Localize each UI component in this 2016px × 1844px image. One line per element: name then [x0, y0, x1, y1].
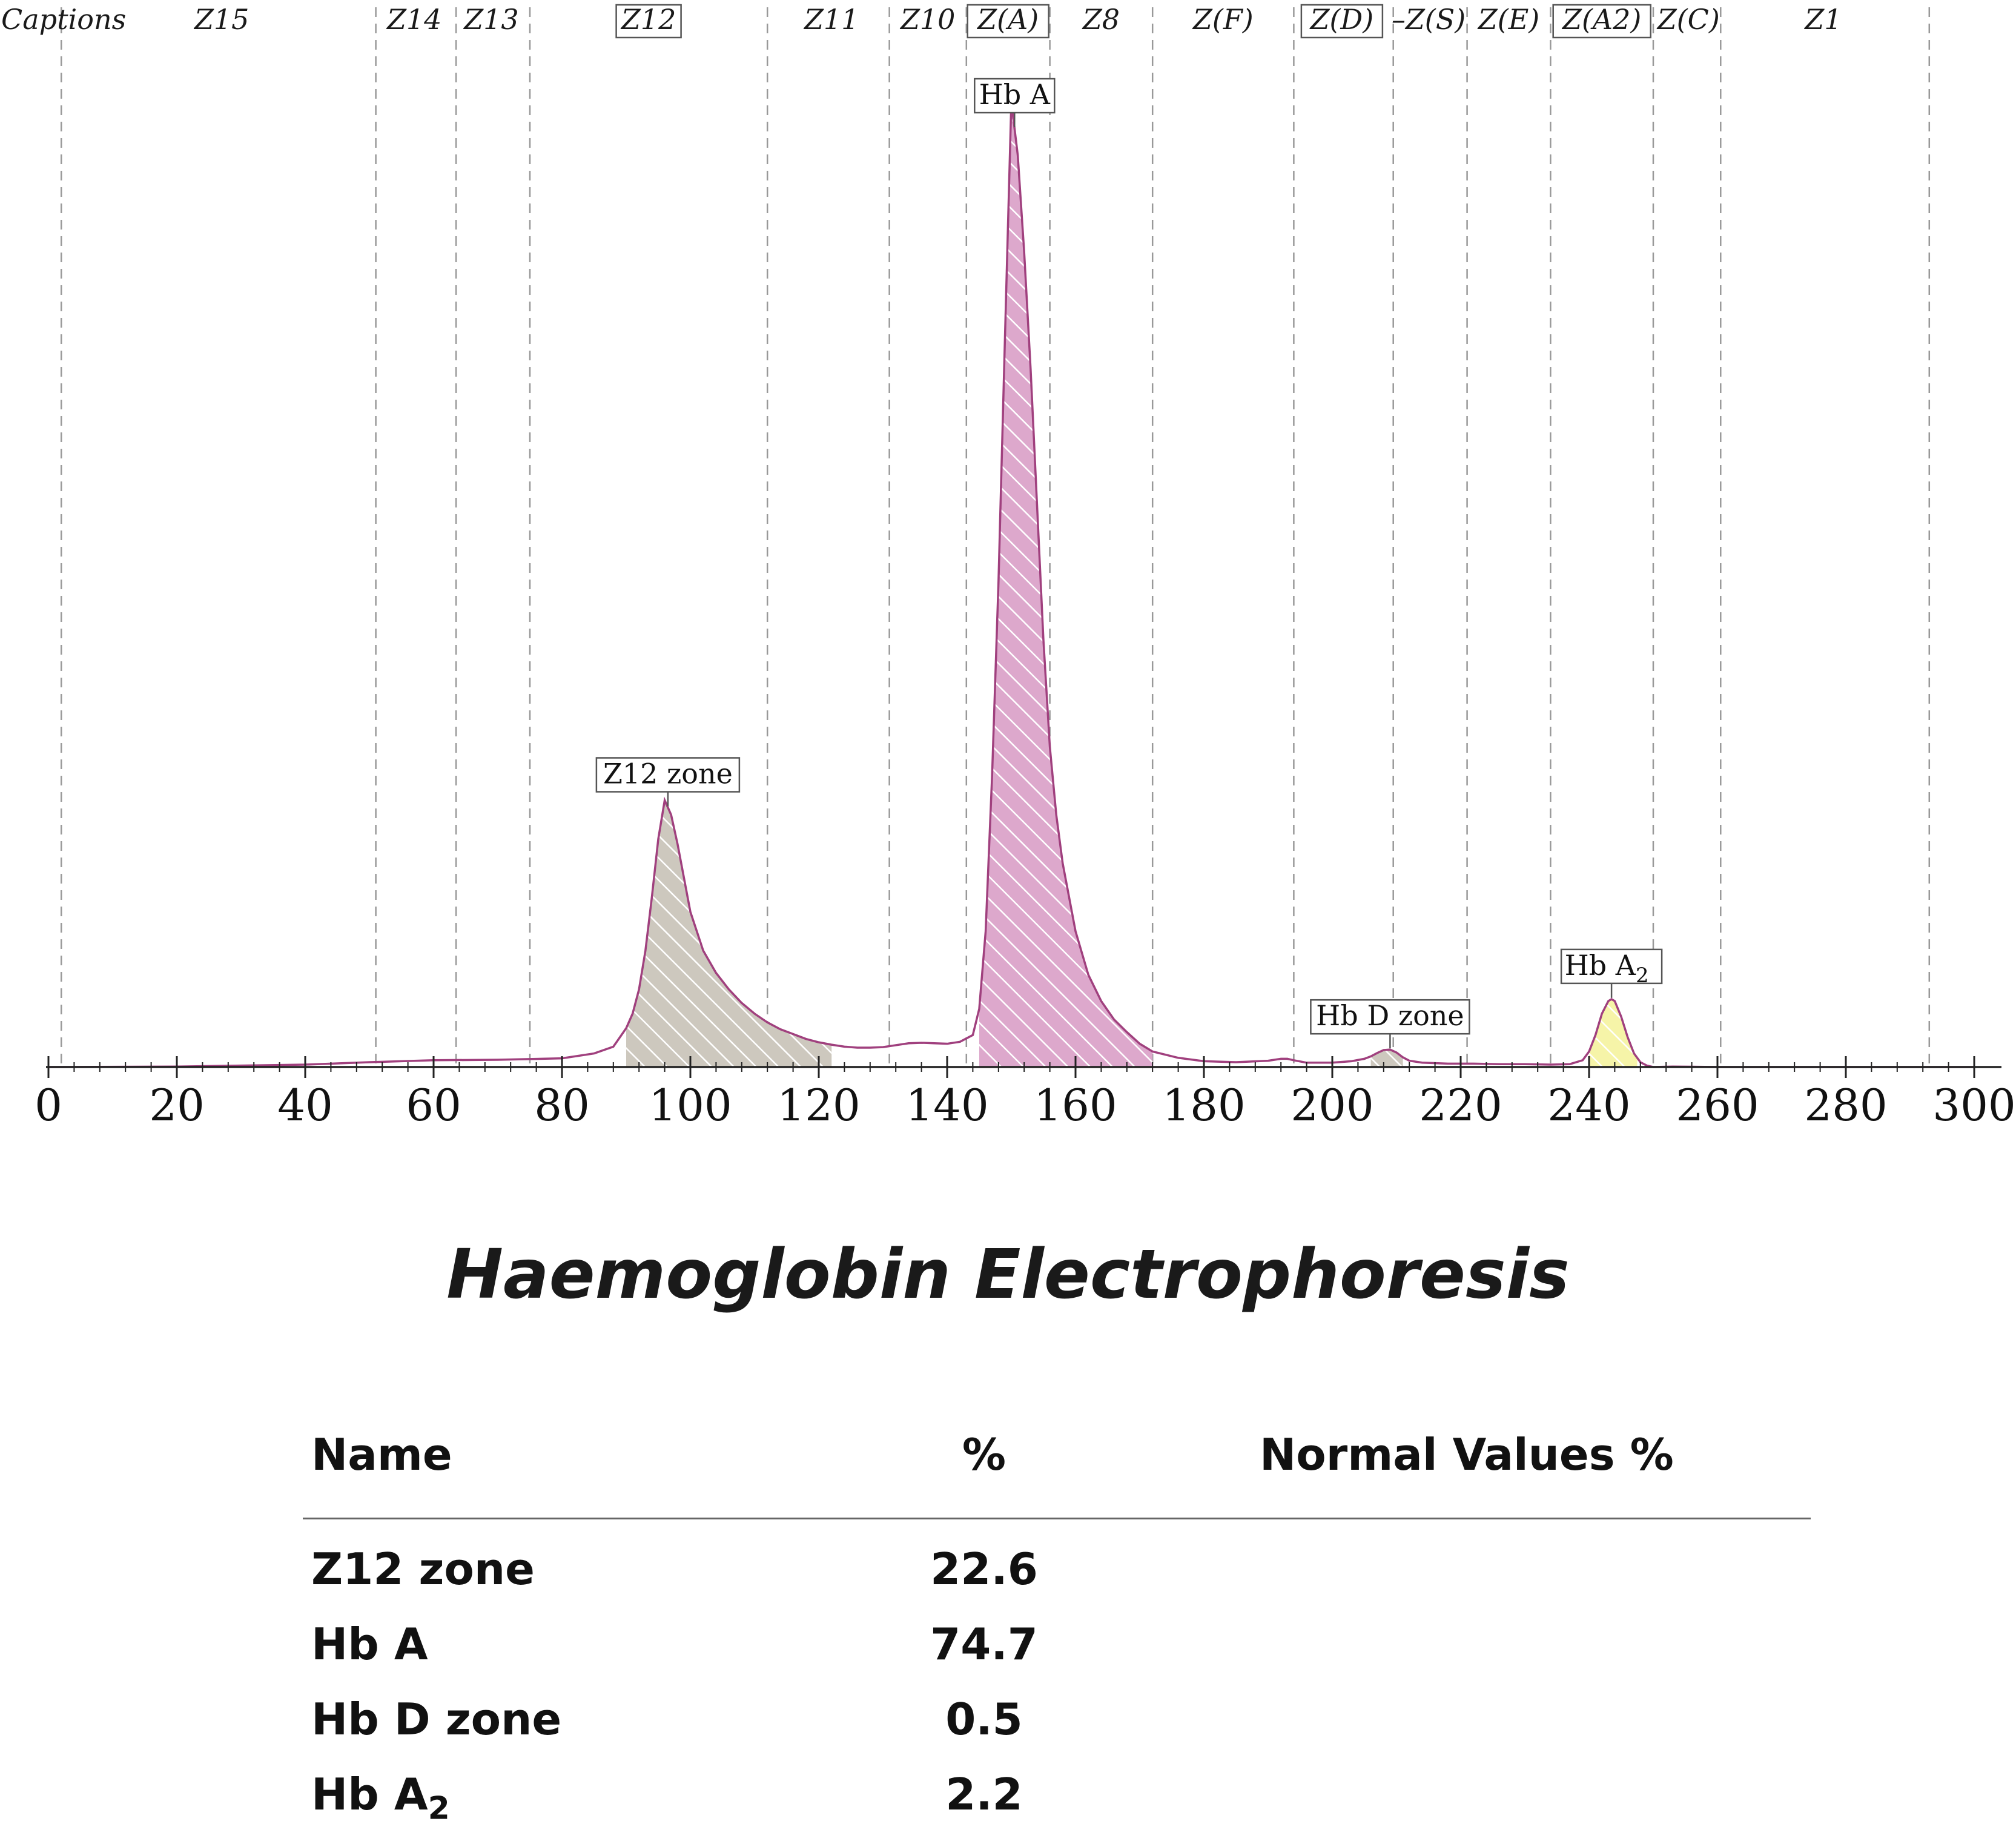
row-name: Z12 zone	[311, 1544, 535, 1594]
table-row: Hb A2 2.2	[303, 1769, 1811, 1844]
x-tick-label: 20	[149, 1080, 205, 1131]
zone-caption: Z15	[193, 3, 250, 36]
x-axis: 0 20 40 60 80 100 120 140 160 180 200 220 240 260 280 3…	[35, 1056, 2016, 1131]
row-percent: 74.7	[930, 1619, 1038, 1670]
zone-captions: Captions Z15 Z14 Z13 Z12 Z11 Z10 Z(A) Z8 Z(F) Z(D)…	[1, 3, 1842, 39]
x-tick-label: 200	[1291, 1080, 1373, 1131]
zone-caption: Captions	[1, 3, 126, 36]
x-tick-label: 120	[777, 1080, 860, 1131]
x-tick-label: 0	[35, 1080, 62, 1131]
table-row: Hb A 74.7	[303, 1619, 1811, 1694]
x-tick-label: 160	[1034, 1080, 1117, 1131]
zone-caption: Z(C)	[1656, 3, 1720, 36]
peak-label: Z12 zone	[603, 757, 733, 790]
zone-caption-box	[1300, 4, 1384, 39]
peak-label: Hb A	[979, 78, 1051, 111]
x-tick-label: 40	[277, 1080, 333, 1131]
table-row: Hb D zone 0.5	[303, 1694, 1811, 1769]
fraction-hatch	[626, 800, 832, 1067]
row-percent: 22.6	[930, 1544, 1038, 1594]
x-tick-label: 300	[1932, 1080, 2015, 1131]
zone-caption: Z(F)	[1192, 3, 1254, 36]
zone-caption: Z(E)	[1477, 3, 1539, 36]
x-tick-label: 280	[1804, 1080, 1887, 1131]
zone-caption: Z13	[463, 3, 519, 36]
x-tick-label: 140	[905, 1080, 988, 1131]
zone-caption: Z10	[899, 3, 956, 36]
header-percent: %	[962, 1429, 1006, 1480]
row-name: Hb A	[311, 1619, 428, 1670]
zone-caption-box	[1552, 4, 1651, 39]
peak-label: Hb D zone	[1316, 999, 1464, 1032]
zone-caption: –Z(S)	[1392, 3, 1466, 36]
x-tick-label: 100	[649, 1080, 732, 1131]
zone-caption: Z1	[1803, 3, 1842, 36]
zone-caption-box	[967, 4, 1049, 39]
results-header: Name % Normal Values %	[303, 1429, 1811, 1514]
row-name: Hb A2	[311, 1769, 450, 1827]
zone-caption: Z(A2)	[1561, 3, 1641, 36]
peak-labels: Z12 zone Hb A Hb D zone Hb A2	[595, 78, 1663, 1049]
zone-caption: Z11	[803, 3, 859, 36]
header-divider	[303, 1518, 1811, 1519]
table-row: Z12 zone 22.6	[303, 1544, 1811, 1619]
zone-caption: Z(A)	[976, 3, 1039, 36]
x-tick-label: 80	[534, 1080, 590, 1131]
fraction-areas	[626, 102, 1638, 1067]
zone-caption: Z8	[1082, 3, 1120, 36]
header-normal-values: Normal Values %	[1260, 1429, 1674, 1480]
zone-caption: Z(D)	[1309, 3, 1374, 36]
density-trace	[48, 101, 1974, 1068]
zone-caption-box	[615, 4, 682, 39]
fraction-hatch	[979, 102, 1153, 1067]
chart-title: Haemoglobin Electrophoresis	[446, 1235, 1570, 1314]
x-tick-label: 220	[1419, 1080, 1502, 1131]
zone-caption: Z12	[620, 3, 676, 36]
results-table: Name % Normal Values % Z12 zone 22.6 Hb …	[303, 1429, 1811, 1844]
fraction-hatch	[1370, 1049, 1403, 1067]
electrophoresis-chart: Captions Z15 Z14 Z13 Z12 Z11 Z10 Z(A) Z8 Z(F) Z(D)…	[1, 3, 2016, 1131]
x-tick-label: 60	[406, 1080, 461, 1131]
row-percent: 0.5	[945, 1694, 1023, 1745]
header-name: Name	[311, 1429, 452, 1480]
x-tick-label: 260	[1676, 1080, 1759, 1131]
x-tick-label: 240	[1547, 1080, 1630, 1131]
peak-label-box	[1310, 999, 1470, 1035]
row-percent: 2.2	[945, 1769, 1023, 1820]
x-tick-label: 180	[1162, 1080, 1245, 1131]
row-name: Hb D zone	[311, 1694, 562, 1745]
zone-caption: Z14	[386, 3, 442, 36]
fraction-hatch	[1589, 999, 1638, 1067]
peak-label: Hb A2	[1565, 949, 1649, 988]
